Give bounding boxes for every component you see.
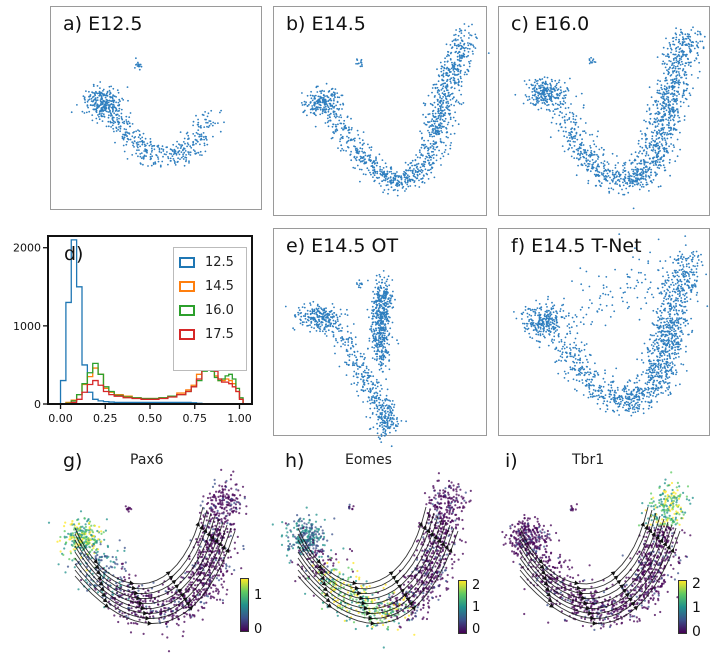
panel-a: a) E12.5 [50,6,262,210]
legend-item-17-5: 17.5 [174,322,246,346]
colorbar-eomes [458,580,467,634]
legend-swatch-17-5 [179,328,195,340]
cbar-tick-eomes-0: 0 [472,622,481,637]
hist-series-17-5 [60,347,244,405]
hist-ytick-label: 0 [34,398,41,411]
panel-label-g: g) [63,450,83,472]
panel-label-a: a) E12.5 [63,13,143,35]
scatter-e14-5-ot [284,270,407,448]
panel-label-h: h) [285,450,305,472]
scatter-e16-0 [514,26,706,210]
hist-ytick-label: 1000 [13,320,41,333]
cbar-tick-pax6-1: 1 [254,588,263,603]
hist-xtick-label: 0.25 [93,412,118,425]
panel-label-c: c) E16.0 [511,13,590,35]
cbar-tick-tbr1-1: 1 [692,600,701,616]
hist-xtick-label: 1.00 [227,412,252,425]
legend-text-16-0: 16.0 [205,302,234,318]
legend-swatch-16-0 [179,304,195,316]
velocity-plot-pax6 [47,468,248,653]
velocity-plot-eomes [271,472,472,649]
hist-xtick-label: 0.75 [182,412,207,425]
panel-label-e: e) E14.5 OT [286,235,399,257]
velocity-plot-tbr1 [501,471,694,631]
colorbar-pax6 [240,578,249,632]
hist-xtick-label: 0.50 [138,412,163,425]
cbar-tick-eomes-2: 2 [472,578,481,593]
scatter-e14-5-tnet [513,233,709,417]
colorbar-tbr1 [678,580,687,634]
gene-title-pax6: Pax6 [130,452,164,468]
panel-f: f) E14.5 T-Net [498,228,710,436]
panel-b: b) E14.5 [273,6,490,216]
legend-text-17-5: 17.5 [205,326,234,342]
histogram-svg: 0.00 0.25 0.50 0.75 1.00 0 1000 2000 d) [13,235,253,425]
hist-xtick-label: 0.00 [48,412,73,425]
legend-text-12-5: 12.5 [205,254,234,270]
hist-series-16-0 [60,362,244,405]
legend-item-12-5: 12.5 [174,250,246,274]
scatter-e14-5 [300,23,490,197]
cbar-tick-pax6-0: 0 [254,622,263,637]
panel-label-b: b) E14.5 [286,13,366,35]
cbar-tick-tbr1-0: 0 [692,624,701,640]
histogram-panel-d: 0.00 0.25 0.50 0.75 1.00 0 1000 2000 d) 12.5 14.… [0,228,262,438]
gene-title-tbr1: Tbr1 [572,452,605,468]
legend-item-14-5: 14.5 [174,274,246,298]
legend-swatch-12-5 [179,256,195,268]
panel-label-f: f) E14.5 T-Net [511,235,642,257]
cbar-tick-eomes-1: 1 [472,600,481,615]
panel-e: e) E14.5 OT [273,228,487,448]
hist-ytick-label: 2000 [13,242,41,255]
scatter-e12-5 [70,57,225,168]
gene-title-eomes: Eomes [345,452,392,468]
hist-title: d) [64,243,83,265]
legend-text-14-5: 14.5 [205,278,234,294]
cbar-tick-tbr1-2: 2 [692,576,701,592]
panel-c: c) E16.0 [498,6,710,216]
histogram-legend: 12.5 14.5 16.0 17.5 [173,247,247,371]
panel-label-i: i) [505,450,518,472]
legend-swatch-14-5 [179,280,195,292]
legend-item-16-0: 16.0 [174,298,246,322]
